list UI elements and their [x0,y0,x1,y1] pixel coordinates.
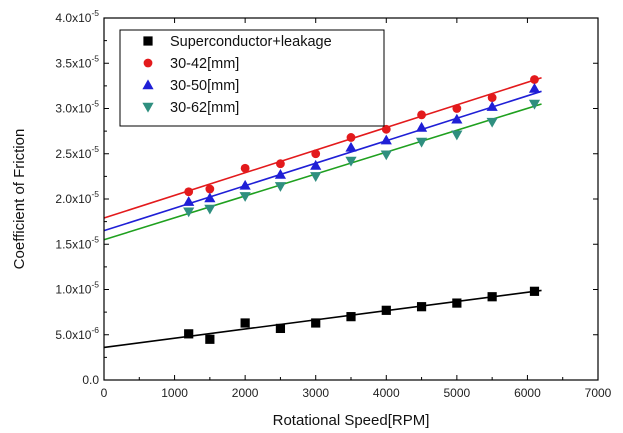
x-tick-label: 0 [101,386,108,400]
legend-label-series-3: 30-50[mm] [170,78,239,94]
legend-label-series-1: Superconductor+leakage [170,34,332,50]
y-tick-exponent: -5 [91,53,99,63]
y-tick-mantissa: 2.5x10 [55,147,91,161]
data-point-series-2 [205,184,215,194]
fit-line-series-3 [103,90,542,232]
data-point-series-1 [381,305,391,315]
x-tick-label: 7000 [585,386,612,400]
y-tick-label: 1.5x10-5 [55,234,99,251]
legend-marker-series-4 [142,102,154,113]
y-tick-exponent: -5 [91,189,99,199]
y-axis-label: Coefficient of Friction [11,129,28,270]
data-point-series-4 [345,156,357,167]
y-tick-label: 2.5x10-5 [55,144,99,161]
data-point-series-1 [346,312,356,322]
data-point-series-4 [486,117,498,128]
x-tick-label: 3000 [302,386,329,400]
data-point-series-3 [415,121,428,132]
y-tick-exponent: -5 [91,99,99,109]
fit-line-series-1 [103,289,542,349]
legend-marker-series-1 [143,36,153,46]
y-tick-mantissa: 1.5x10 [55,237,91,251]
y-tick-mantissa: 1.0x10 [55,283,91,297]
data-markers [183,75,541,344]
y-tick-exponent: -5 [91,234,99,244]
fit-line-series-4 [103,103,542,241]
y-tick-label: 2.0x10-5 [55,189,99,206]
data-point-series-1 [487,292,497,302]
data-point-series-2 [311,149,321,159]
data-point-series-2 [276,159,285,169]
fit-line-series-2 [103,76,542,219]
data-point-series-2 [381,124,391,134]
data-point-series-3 [451,113,463,124]
data-point-series-2 [240,163,250,173]
data-point-series-3 [274,168,287,179]
data-point-series-4 [415,137,428,148]
data-point-series-4 [183,207,195,218]
data-point-series-2 [487,93,497,103]
legend-box [119,29,385,127]
data-point-series-3 [183,196,195,206]
legend: Superconductor+leakage 30-42[mm] 30-50[mm]… [119,29,385,127]
data-point-series-4 [380,150,392,161]
data-point-series-3 [345,141,357,152]
data-point-series-3 [310,159,322,170]
legend-marker-series-3 [142,79,154,90]
y-tick-mantissa: 5.0x10 [55,328,91,342]
data-point-series-4 [239,192,251,202]
data-point-series-4 [528,99,541,110]
legend-label-series-2: 30-42[mm] [170,56,239,72]
data-point-series-4 [274,182,287,192]
data-point-series-2 [530,75,539,84]
data-point-series-2 [452,104,462,113]
data-point-series-2 [417,110,426,120]
data-point-series-1 [240,318,250,328]
data-point-series-4 [451,130,463,141]
y-tick-label: 4.0x10-5 [55,8,99,25]
data-point-series-3 [486,101,498,111]
data-point-series-1 [452,298,462,308]
legend-label-series-4: 30-62[mm] [170,100,239,116]
y-tick-label: 5.0x10-6 [55,325,99,342]
y-tick-label: 3.5x10-5 [55,53,99,70]
y-tick-exponent: -5 [91,144,99,154]
axes: 0 1000 2000 3000 4000 5000 6000 7000 0.0 5.0x10-6… [55,8,611,400]
data-point-series-3 [239,179,251,190]
data-point-series-3 [380,134,392,145]
y-tick-label: 1.0x10-5 [55,280,99,297]
y-tick-mantissa: 3.5x10 [55,56,91,70]
y-tick-exponent: -5 [91,280,99,290]
y-tick-mantissa: 3.0x10 [55,102,91,116]
data-point-series-1 [275,323,286,334]
x-axis-label: Rotational Speed[RPM] [273,412,430,429]
x-tick-label: 4000 [373,386,400,400]
data-point-series-1 [184,329,194,339]
y-tick-exponent: -5 [91,8,99,18]
data-point-series-1 [311,318,321,328]
fit-lines [103,76,542,349]
y-tick-exponent: -6 [91,325,99,335]
y-tick-mantissa: 4.0x10 [55,11,91,25]
y-tick-label: 3.0x10-5 [55,99,99,116]
legend-marker-series-2 [143,58,153,68]
data-point-series-3 [528,82,541,93]
data-point-series-1 [205,334,215,344]
y-tick-label: 0.0 [82,373,99,387]
data-point-series-2 [184,187,194,197]
x-tick-label: 2000 [232,386,259,400]
data-point-series-4 [204,204,216,215]
data-point-series-4 [310,172,322,182]
data-point-series-1 [529,286,540,296]
data-point-series-3 [204,192,216,203]
x-tick-label: 5000 [444,386,471,400]
x-tick-label: 1000 [161,386,188,400]
data-point-series-2 [346,133,356,142]
y-tick-mantissa: 2.0x10 [55,192,91,206]
x-tick-label: 6000 [514,386,541,400]
data-point-series-1 [416,302,427,312]
